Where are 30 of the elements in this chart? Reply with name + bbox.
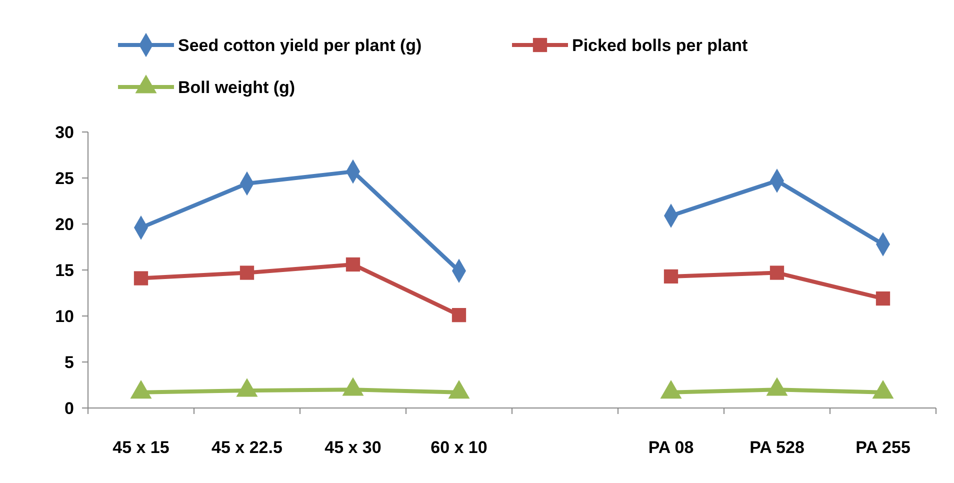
point	[766, 377, 788, 396]
legend-label: Seed cotton yield per plant (g)	[178, 36, 422, 55]
legend-label: Boll weight (g)	[178, 78, 296, 97]
x-tick-label: PA 08	[648, 438, 694, 457]
y-tick-label: 25	[55, 168, 74, 188]
point	[876, 291, 890, 306]
point	[660, 380, 682, 399]
point	[872, 380, 894, 399]
x-tick-label: 45 x 30	[324, 438, 382, 457]
y-tick-label: 5	[64, 352, 74, 372]
point	[236, 378, 258, 397]
y-tick-label: 0	[64, 398, 74, 418]
y-tick-label: 15	[55, 260, 74, 280]
x-tick-label: PA 255	[856, 438, 910, 457]
y-tick-label: 30	[55, 122, 74, 142]
legend-label: Picked bolls per plant	[572, 36, 748, 55]
x-tick-label: PA 528	[750, 438, 804, 457]
x-tick-label: 60 x 10	[430, 438, 488, 457]
x-tick-label: 45 x 15	[112, 438, 170, 457]
point	[134, 271, 148, 286]
y-tick-label: 20	[55, 214, 74, 234]
point	[664, 269, 678, 284]
point	[130, 380, 152, 399]
point	[342, 377, 364, 396]
x-tick-label: 45 x 22.5	[212, 438, 282, 457]
y-tick-label: 10	[55, 306, 74, 326]
point	[448, 380, 470, 399]
point	[770, 266, 784, 280]
point	[346, 257, 360, 272]
point	[240, 266, 254, 280]
